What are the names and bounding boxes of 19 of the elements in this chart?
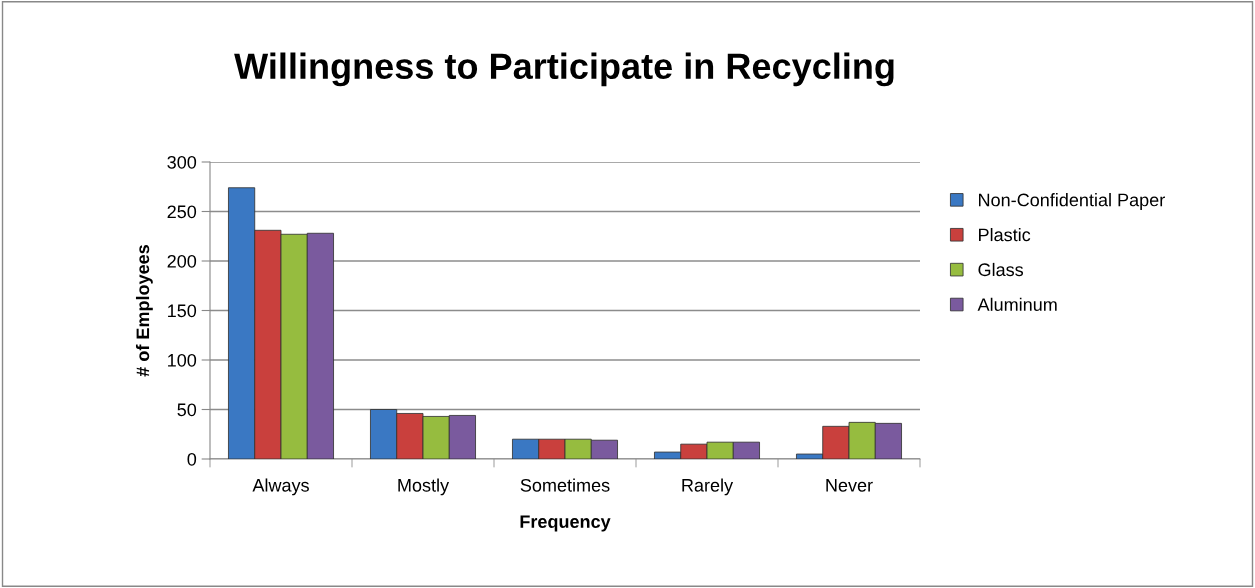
x-tick-label: Mostly xyxy=(398,478,450,496)
y-tick-label: 100 xyxy=(168,353,197,367)
x-tick-label: Always xyxy=(252,478,309,496)
legend-label: Glass xyxy=(978,262,1024,277)
y-tick-label: 0 xyxy=(187,452,197,466)
x-tick-label: Rarely xyxy=(682,478,734,496)
chart-title: Willingness to Participate in Recycling xyxy=(234,52,894,87)
x-tick-label: Never xyxy=(826,479,873,492)
legend-label: Non-Confidential Paper xyxy=(979,193,1165,210)
legend-label: Plastic xyxy=(979,227,1031,242)
y-tick-label: 150 xyxy=(168,304,197,318)
x-tick-label: Sometimes xyxy=(520,478,610,492)
y-axis-title: # of Employees xyxy=(135,245,153,377)
x-axis-title: Frequency xyxy=(520,515,611,532)
legend-label: Aluminum xyxy=(977,297,1057,312)
y-tick-label: 300 xyxy=(167,155,197,169)
y-tick-label: 200 xyxy=(167,254,197,268)
y-tick-label: 50 xyxy=(177,403,197,417)
y-tick-label: 250 xyxy=(167,205,197,219)
